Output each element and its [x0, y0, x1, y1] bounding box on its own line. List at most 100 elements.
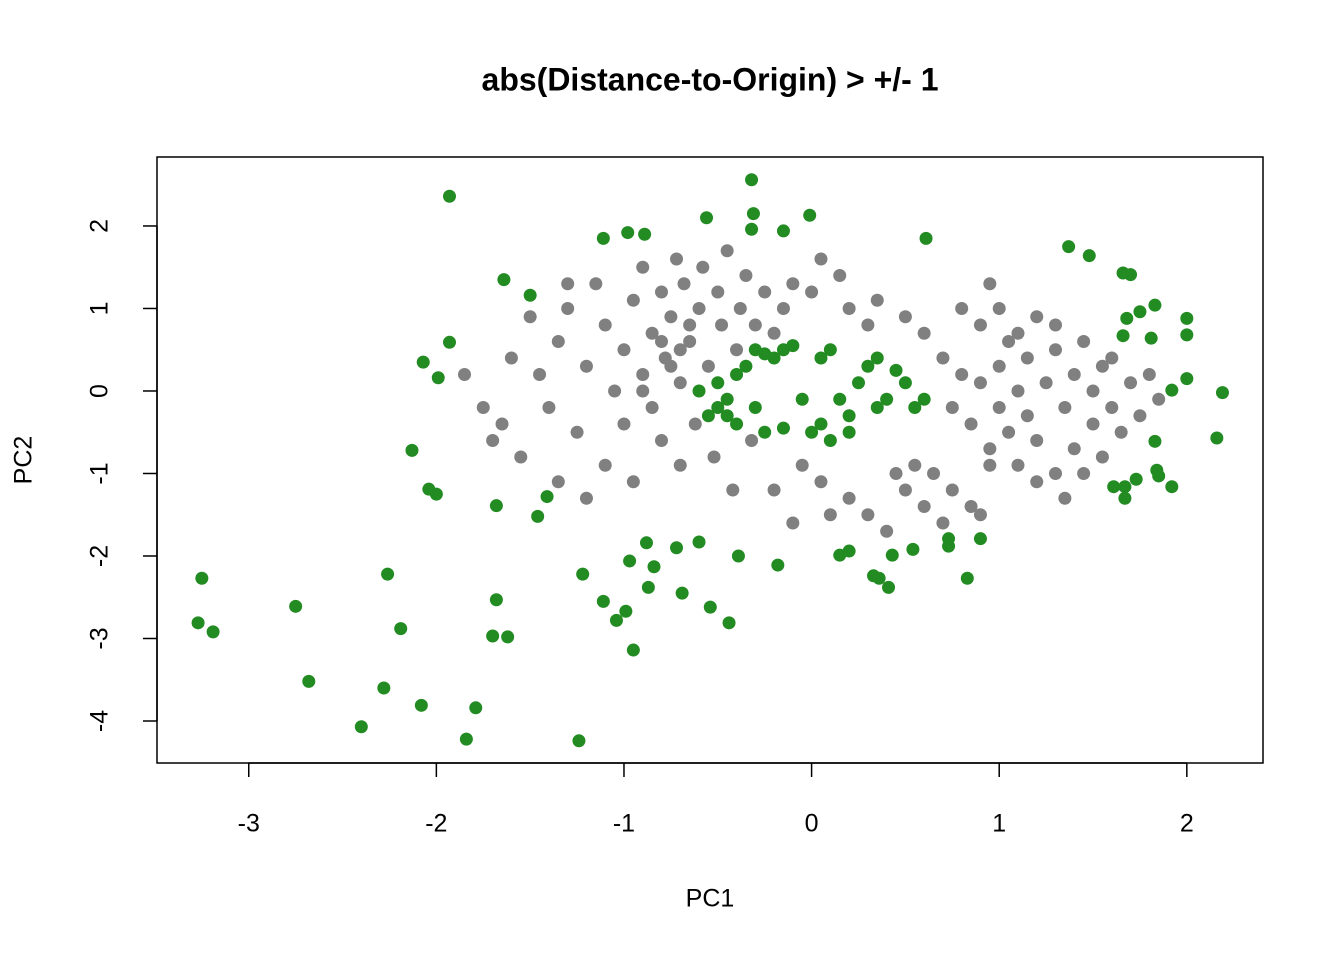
point	[833, 268, 847, 282]
y-tick-label: 1	[86, 302, 114, 316]
point	[870, 351, 884, 365]
y-axis-label: PC2	[10, 436, 38, 485]
point	[960, 571, 974, 585]
point	[670, 541, 684, 555]
point	[416, 355, 430, 369]
point	[861, 508, 875, 522]
point	[1082, 249, 1096, 263]
point	[1077, 466, 1091, 480]
point	[733, 301, 747, 315]
point	[746, 207, 760, 221]
x-tick-label: -1	[613, 810, 635, 838]
point	[486, 433, 500, 447]
point	[739, 359, 753, 373]
point	[1148, 434, 1162, 448]
point	[1148, 298, 1162, 312]
point	[1048, 318, 1062, 332]
point	[842, 409, 856, 423]
point	[551, 475, 565, 489]
y-tick-label: 2	[86, 219, 114, 233]
point	[1210, 431, 1224, 445]
point	[504, 351, 518, 365]
point	[459, 732, 473, 746]
point	[608, 384, 622, 398]
point	[636, 260, 650, 274]
y-tick-label: 0	[86, 384, 114, 398]
point	[758, 425, 772, 439]
point	[701, 359, 715, 373]
point	[771, 558, 785, 572]
point	[1002, 425, 1016, 439]
point	[354, 720, 368, 734]
point	[936, 516, 950, 530]
x-tick-label: 1	[992, 810, 1006, 838]
point	[609, 613, 623, 627]
point	[1086, 384, 1100, 398]
point	[673, 458, 687, 472]
point	[861, 318, 875, 332]
point	[664, 359, 678, 373]
point	[786, 339, 800, 353]
point	[885, 548, 899, 562]
y-tick-label: -1	[86, 462, 114, 484]
point	[707, 450, 721, 464]
point	[795, 458, 809, 472]
point	[842, 301, 856, 315]
point	[626, 293, 640, 307]
point	[1133, 409, 1147, 423]
point	[711, 285, 725, 299]
point	[814, 351, 828, 365]
point	[692, 384, 706, 398]
point	[191, 616, 205, 630]
point	[431, 371, 445, 385]
point	[1095, 359, 1109, 373]
point	[739, 268, 753, 282]
point	[992, 400, 1006, 414]
point	[405, 443, 419, 457]
point	[803, 208, 817, 222]
point	[917, 326, 931, 340]
point	[1144, 331, 1158, 345]
point	[1118, 480, 1132, 494]
point	[206, 625, 220, 639]
point	[489, 593, 503, 607]
point	[898, 483, 912, 497]
point	[882, 580, 896, 594]
point	[540, 490, 554, 504]
point	[720, 244, 734, 258]
point	[377, 681, 391, 695]
point	[495, 417, 509, 431]
point	[688, 417, 702, 431]
point	[664, 310, 678, 324]
point	[955, 301, 969, 315]
point	[823, 508, 837, 522]
point	[942, 532, 956, 546]
point	[551, 334, 565, 348]
point	[917, 392, 931, 406]
point	[579, 491, 593, 505]
point	[936, 351, 950, 365]
x-tick-label: 2	[1180, 810, 1194, 838]
point	[748, 318, 762, 332]
point	[776, 421, 790, 435]
point	[1020, 409, 1034, 423]
point	[842, 491, 856, 505]
point	[655, 285, 669, 299]
point	[1165, 480, 1179, 494]
chart-title: abs(Distance-to-Origin) > +/- 1	[482, 61, 939, 97]
point	[589, 277, 603, 291]
point	[1048, 466, 1062, 480]
point	[908, 458, 922, 472]
point	[636, 367, 650, 381]
point	[596, 594, 610, 608]
point	[1058, 400, 1072, 414]
point	[731, 549, 745, 563]
point	[1086, 417, 1100, 431]
point	[726, 483, 740, 497]
point	[1129, 472, 1143, 486]
point	[833, 392, 847, 406]
point	[458, 367, 472, 381]
point	[542, 400, 556, 414]
point	[1067, 367, 1081, 381]
